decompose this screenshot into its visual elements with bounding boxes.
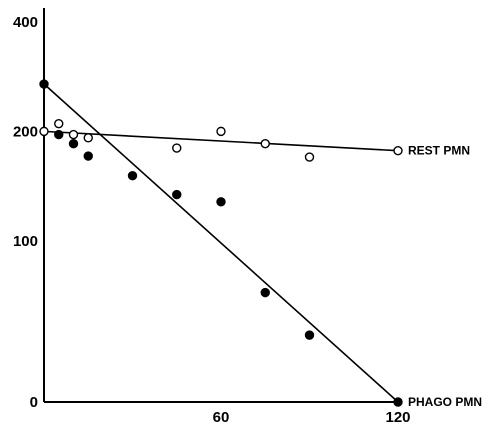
- rest-pmn-point: [216, 126, 226, 137]
- y-tick-label: 200: [13, 123, 38, 140]
- phago-pmn-point: [260, 287, 270, 298]
- y-tick-label: 0: [30, 394, 38, 411]
- phago-pmn-point: [304, 330, 315, 340]
- x-tick-label: 120: [385, 409, 410, 426]
- y-tick-label: 100: [13, 233, 38, 250]
- phago-pmn-point: [393, 397, 403, 407]
- rest-pmn-fit-line: [43, 130, 399, 152]
- phago-pmn-label: PHAGO PMN: [408, 395, 482, 409]
- phago-pmn-point: [216, 197, 226, 207]
- rest-pmn-point: [260, 138, 270, 149]
- rest-pmn-point: [83, 133, 93, 143]
- phago-pmn-point: [39, 79, 49, 89]
- phago-pmn-point: [54, 129, 64, 140]
- axes: [43, 8, 400, 403]
- rest-pmn-point: [304, 152, 315, 162]
- rest-pmn-point: [39, 126, 49, 137]
- fit-lines: [43, 83, 399, 403]
- phago-pmn-point: [172, 189, 182, 200]
- phago-pmn-point: [127, 171, 138, 181]
- phago-pmn-point: [68, 138, 79, 149]
- rest-pmn-point: [54, 118, 64, 129]
- y-tick-label: 400: [13, 14, 38, 31]
- rest-pmn-point: [172, 143, 182, 153]
- series-labels: REST PMN PHAGO PMN: [408, 144, 482, 409]
- rest-pmn-point: [393, 145, 403, 156]
- phago-pmn-fit-line: [43, 83, 399, 403]
- data-points: [39, 79, 403, 407]
- rest-pmn-label: REST PMN: [408, 144, 470, 158]
- rest-pmn-point: [68, 129, 79, 140]
- phago-pmn-point: [83, 151, 93, 161]
- tick-labels: 0 100 200 400 60 120: [13, 14, 411, 426]
- x-tick-label: 60: [213, 409, 230, 426]
